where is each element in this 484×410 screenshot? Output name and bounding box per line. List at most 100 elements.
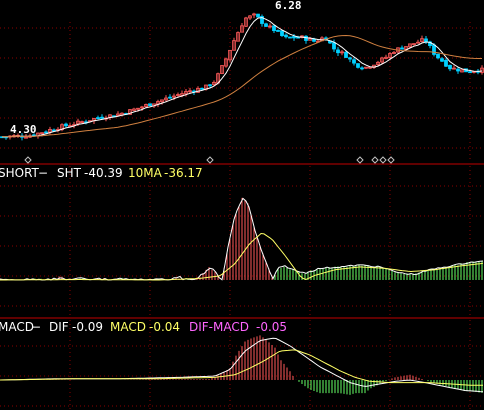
candle-body [40, 132, 44, 135]
candle-body [376, 61, 380, 65]
candle-body [380, 57, 384, 63]
candle-body [312, 38, 316, 42]
signal-marker [356, 156, 364, 164]
candle-body [184, 91, 188, 95]
candle-body [408, 43, 412, 48]
candle-body [148, 103, 152, 107]
candle-body [468, 71, 472, 74]
macd-dash: − [31, 320, 41, 334]
short-dash: − [38, 166, 48, 180]
ma10-line [0, 232, 484, 281]
candle-body [188, 90, 192, 93]
candle-body [360, 67, 364, 70]
candle-body [168, 96, 172, 99]
candle-body [388, 53, 392, 58]
macd-header: MACD − DIF -0.09 MACD -0.04 DIF-MACD -0.… [0, 320, 287, 334]
candle-body [416, 41, 420, 44]
candle-body [140, 106, 144, 109]
candle-body [280, 30, 284, 36]
candle-body [304, 35, 308, 41]
short-header: SHORT − SHT -40.39 10MA -36.17 [0, 166, 203, 180]
candle-body [136, 107, 140, 110]
candle-body [24, 136, 28, 139]
candle-body [284, 34, 288, 38]
candle-body [224, 58, 228, 67]
candle-body [208, 84, 212, 87]
candle-body [456, 68, 460, 72]
candle-body [432, 44, 436, 55]
candle-body [364, 66, 368, 69]
candle-body [348, 57, 352, 60]
dea-line [0, 349, 483, 386]
signal-marker [206, 156, 214, 164]
candle-body [212, 81, 216, 86]
sht-value: -40.39 [84, 166, 123, 180]
candle-body [420, 38, 424, 43]
candle-body [64, 123, 68, 127]
candle-body [452, 67, 456, 70]
signal-marker [387, 156, 395, 164]
candle-body [52, 129, 56, 132]
candle-body [292, 36, 296, 39]
candle-body [252, 13, 256, 16]
candle-body [248, 15, 252, 19]
candle-body [268, 25, 272, 28]
sht-line [0, 197, 484, 281]
macd-label: MACD [110, 320, 146, 334]
candle-body [384, 56, 388, 59]
price-ma-short-line [2, 17, 483, 138]
price-ma-long-line [2, 34, 482, 138]
candle-body [344, 51, 348, 58]
candle-body [80, 121, 84, 124]
candle-body [460, 69, 464, 73]
sht-label: SHT [57, 166, 82, 180]
price-low-label: 4.30 [10, 123, 37, 136]
candle-body [236, 32, 240, 42]
candle-body [336, 49, 340, 54]
signal-marker [379, 156, 387, 164]
ma10-value: -36.17 [164, 166, 203, 180]
macd-value: -0.04 [149, 320, 180, 334]
candle-body [176, 94, 180, 96]
candle-body [308, 38, 312, 41]
price-high-label: 6.28 [275, 0, 302, 12]
candle-body [288, 36, 292, 39]
candle-body [220, 65, 224, 74]
candle-body [144, 104, 148, 108]
dif-label: DIF [49, 320, 69, 334]
macd-name: MACD [0, 320, 34, 334]
signal-marker [24, 156, 32, 164]
candle-body [228, 49, 232, 61]
candle-body [244, 17, 248, 27]
candle-body [116, 113, 120, 116]
candle-body [180, 93, 184, 96]
short-panel [0, 197, 484, 281]
candle-body [436, 53, 440, 59]
dif-value: -0.09 [72, 320, 103, 334]
candle-body [260, 16, 264, 24]
candle-body [60, 124, 64, 131]
candle-body [440, 58, 444, 62]
dif-macd-label: DIF-MACD [189, 320, 249, 334]
candle-body [132, 108, 136, 111]
candle-body [352, 59, 356, 64]
candle-body [232, 40, 236, 51]
candle-body [276, 30, 280, 32]
macd-panel [0, 335, 484, 395]
candle-body [424, 38, 428, 43]
candle-body [240, 25, 244, 33]
candle-body [332, 42, 336, 50]
candle-body [264, 23, 268, 27]
candle-body [164, 97, 168, 101]
candle-body [200, 87, 204, 90]
candle-body [100, 116, 104, 119]
candle-body [448, 64, 452, 70]
price-panel [0, 12, 484, 164]
candle-body [340, 51, 344, 54]
candle-body [400, 47, 404, 50]
candle-body [356, 63, 360, 68]
candle-body [256, 13, 260, 18]
candle-body [172, 95, 176, 98]
candle-body [160, 99, 164, 103]
candle-body [96, 117, 100, 120]
